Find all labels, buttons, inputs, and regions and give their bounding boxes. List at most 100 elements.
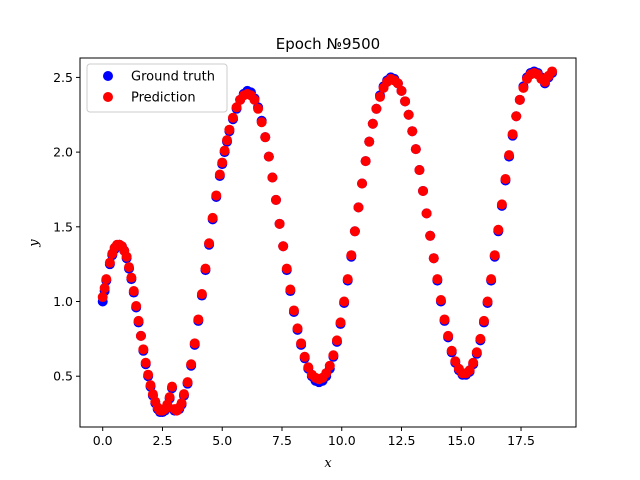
data-point (471, 347, 482, 358)
data-point (285, 284, 296, 295)
data-point (464, 365, 475, 376)
legend-marker-prediction (103, 92, 113, 102)
data-point (364, 136, 375, 147)
data-point (211, 190, 222, 201)
data-point (97, 292, 108, 303)
data-point (489, 250, 500, 261)
data-point (371, 103, 382, 114)
data-point (267, 172, 278, 183)
data-point (219, 145, 230, 156)
data-point (200, 263, 211, 274)
data-point (331, 335, 342, 346)
data-point (299, 351, 310, 362)
data-point (450, 356, 461, 367)
data-point (374, 91, 385, 102)
data-point (126, 272, 137, 283)
data-point (414, 165, 425, 176)
x-tick-label: 17.5 (507, 433, 535, 448)
data-point (478, 315, 489, 326)
data-point (396, 85, 407, 96)
data-point (143, 369, 154, 380)
legend-marker-ground-truth (103, 71, 113, 81)
data-point (104, 257, 115, 268)
data-point (133, 315, 144, 326)
data-point (407, 126, 418, 137)
x-tick-label: 0.0 (93, 433, 113, 448)
data-point (292, 323, 303, 334)
legend-label-ground-truth: Ground truth (131, 70, 215, 85)
data-point (131, 300, 142, 311)
y-axis-label: y (27, 239, 42, 248)
data-point (186, 359, 197, 370)
data-point (121, 251, 132, 262)
data-point (468, 357, 479, 368)
data-point (493, 224, 504, 235)
data-point (101, 274, 112, 285)
y-axis: 0.5 1.0 1.5 2.0 2.5 (53, 70, 80, 384)
data-point (443, 330, 454, 341)
data-point (193, 314, 204, 325)
data-point (421, 208, 432, 219)
data-point (425, 230, 436, 241)
x-tick-label: 15.0 (447, 433, 475, 448)
x-tick-label: 2.5 (153, 433, 173, 448)
x-axis-label: x (324, 456, 332, 471)
data-point (253, 103, 264, 114)
data-point (504, 150, 515, 161)
data-point (496, 199, 507, 210)
data-point (346, 250, 357, 261)
x-axis: 0.0 2.5 5.0 7.5 10.0 12.5 15.0 17.5 (93, 427, 535, 448)
data-point (176, 398, 187, 409)
data-point (164, 392, 175, 403)
data-point (500, 174, 511, 185)
data-point (281, 263, 292, 274)
data-point (547, 66, 558, 77)
data-point (353, 202, 364, 213)
data-point (227, 112, 238, 123)
data-point (303, 362, 314, 373)
data-point (135, 330, 146, 341)
data-point (518, 82, 529, 93)
series-prediction (97, 66, 558, 416)
data-point (446, 345, 457, 356)
data-point (189, 338, 200, 349)
data-point (124, 262, 134, 273)
data-point (231, 102, 242, 113)
data-point (222, 135, 233, 146)
data-point (514, 94, 525, 105)
data-point (138, 344, 149, 355)
data-point (392, 78, 403, 89)
data-point (256, 117, 267, 128)
data-point (145, 380, 156, 391)
data-point (278, 241, 289, 252)
y-tick-label: 1.0 (53, 294, 73, 309)
data-point (360, 156, 371, 167)
data-point (435, 295, 446, 306)
data-point (224, 124, 235, 135)
data-point (167, 381, 178, 392)
data-point (482, 296, 493, 307)
data-point (324, 360, 335, 371)
data-point (271, 194, 282, 205)
x-tick-label: 12.5 (388, 433, 416, 448)
legend-box (86, 63, 228, 113)
data-point (339, 296, 350, 307)
data-point (439, 314, 450, 325)
data-point (335, 317, 346, 328)
data-point (296, 338, 307, 349)
x-tick-label: 7.5 (272, 433, 292, 448)
data-point (511, 111, 522, 122)
data-point (486, 274, 497, 285)
data-point (367, 118, 378, 129)
data-point (140, 357, 151, 368)
data-point (418, 185, 429, 196)
points-layer (97, 66, 558, 418)
data-point (214, 169, 225, 180)
data-point (328, 350, 339, 361)
data-point (400, 96, 411, 107)
data-point (274, 218, 285, 229)
data-point (249, 94, 260, 105)
legend-label-prediction: Prediction (131, 91, 196, 106)
data-point (217, 157, 228, 168)
